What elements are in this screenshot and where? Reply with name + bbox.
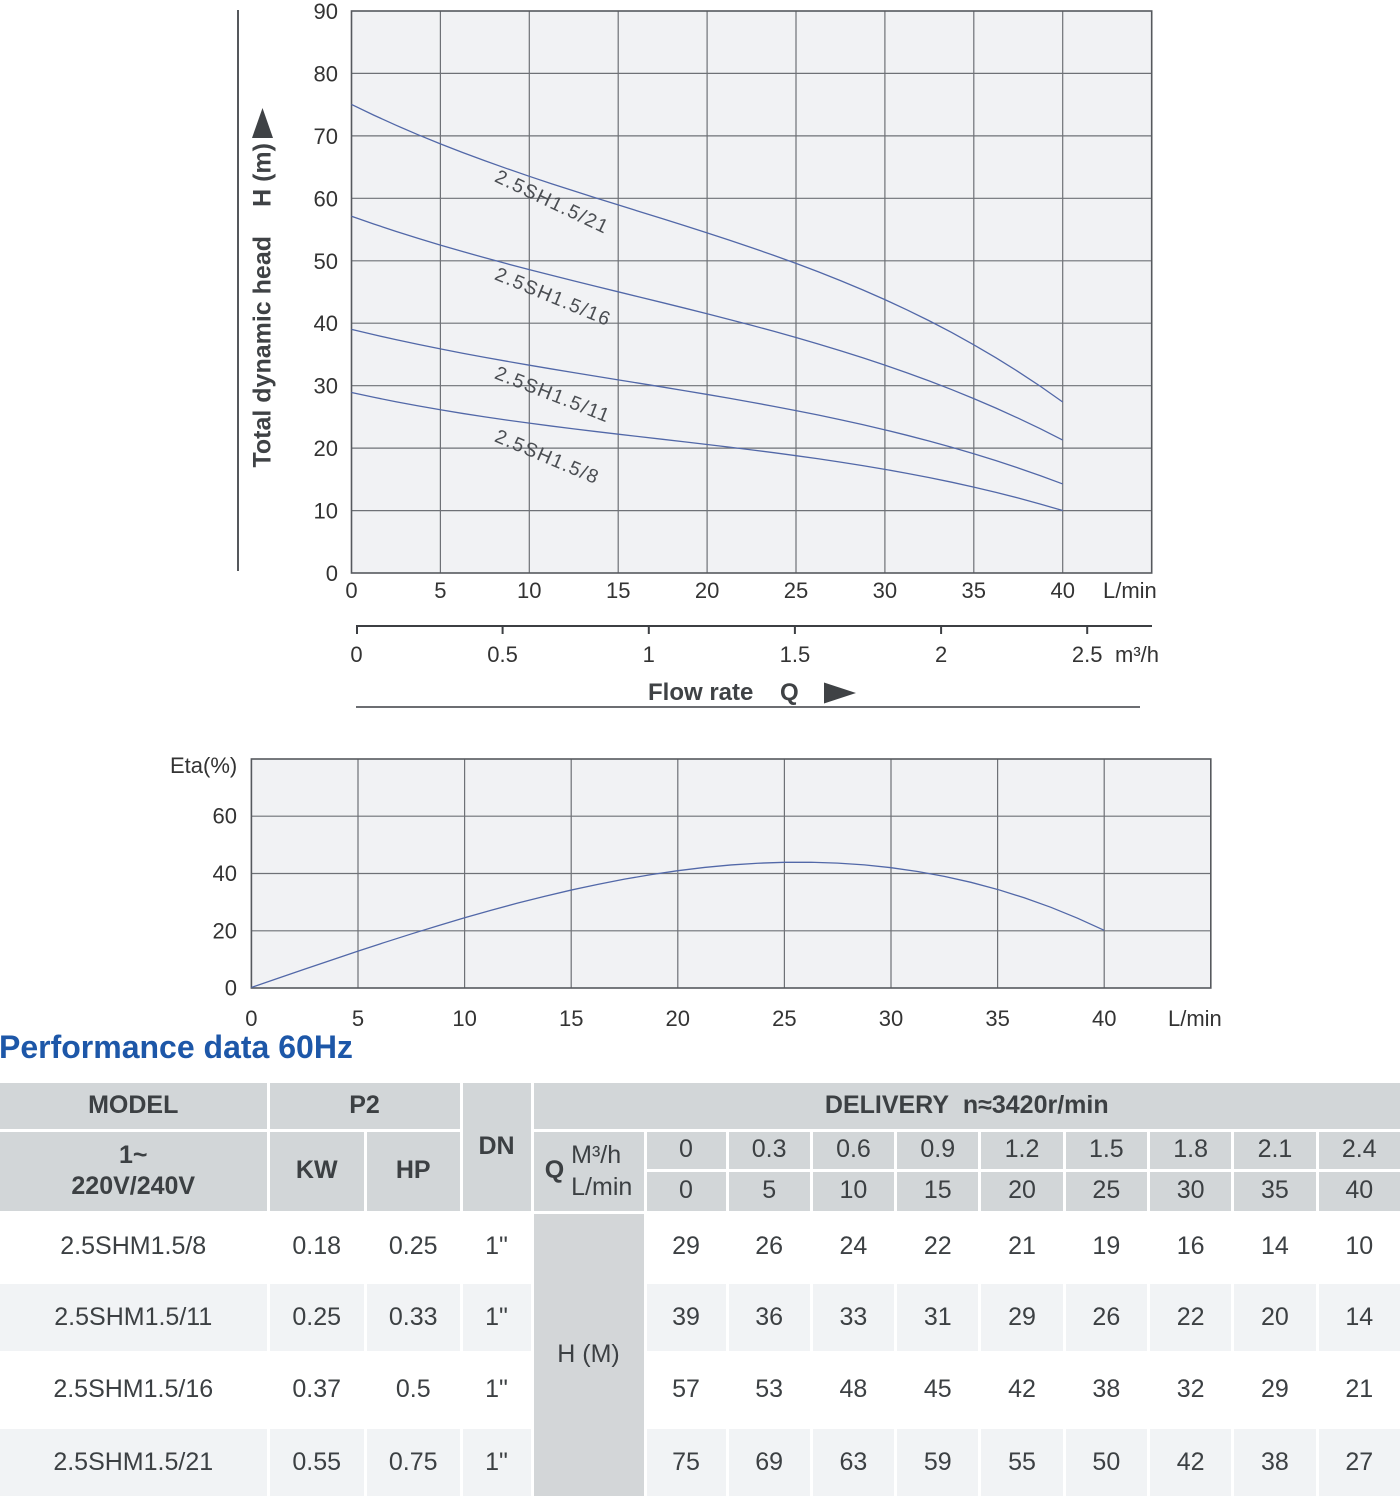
svg-text:20: 20: [213, 918, 237, 943]
svg-text:80: 80: [314, 61, 338, 86]
svg-text:40: 40: [213, 861, 237, 886]
svg-text:90: 90: [314, 0, 338, 24]
svg-text:0: 0: [326, 561, 338, 586]
svg-text:40: 40: [1050, 578, 1074, 603]
svg-text:15: 15: [606, 578, 630, 603]
svg-text:H (m): H (m): [249, 143, 277, 207]
svg-text:35: 35: [985, 1006, 1009, 1031]
svg-text:70: 70: [314, 124, 338, 149]
svg-text:L/min: L/min: [1168, 1006, 1222, 1031]
svg-text:40: 40: [1092, 1006, 1116, 1031]
svg-text:1.5: 1.5: [780, 642, 811, 667]
svg-text:Eta(%): Eta(%): [170, 753, 237, 778]
svg-text:2: 2: [935, 642, 947, 667]
svg-text:30: 30: [314, 374, 338, 399]
svg-text:20: 20: [314, 436, 338, 461]
svg-text:5: 5: [352, 1006, 364, 1031]
svg-text:0: 0: [245, 1006, 257, 1031]
svg-text:m³/h: m³/h: [1115, 642, 1159, 667]
svg-text:2.5: 2.5: [1072, 642, 1103, 667]
svg-text:30: 30: [879, 1006, 903, 1031]
svg-text:Flow rate Q: Flow rate Q: [648, 679, 799, 706]
svg-text:0: 0: [225, 976, 237, 1001]
svg-text:20: 20: [666, 1006, 690, 1031]
svg-text:20: 20: [695, 578, 719, 603]
svg-text:10: 10: [517, 578, 541, 603]
svg-text:60: 60: [213, 804, 237, 829]
svg-text:10: 10: [452, 1006, 476, 1031]
svg-text:0: 0: [350, 642, 362, 667]
svg-text:5: 5: [434, 578, 446, 603]
svg-text:40: 40: [314, 311, 338, 336]
svg-text:1: 1: [643, 642, 655, 667]
svg-text:60: 60: [314, 186, 338, 211]
svg-text:L/min: L/min: [1103, 578, 1157, 603]
svg-text:30: 30: [873, 578, 897, 603]
svg-text:50: 50: [314, 249, 338, 274]
svg-text:25: 25: [772, 1006, 796, 1031]
svg-text:Total dynamic head: Total dynamic head: [249, 236, 277, 468]
svg-text:0.5: 0.5: [487, 642, 518, 667]
svg-text:0: 0: [345, 578, 357, 603]
svg-text:10: 10: [314, 499, 338, 524]
svg-text:35: 35: [962, 578, 986, 603]
svg-text:25: 25: [784, 578, 808, 603]
svg-text:15: 15: [559, 1006, 583, 1031]
